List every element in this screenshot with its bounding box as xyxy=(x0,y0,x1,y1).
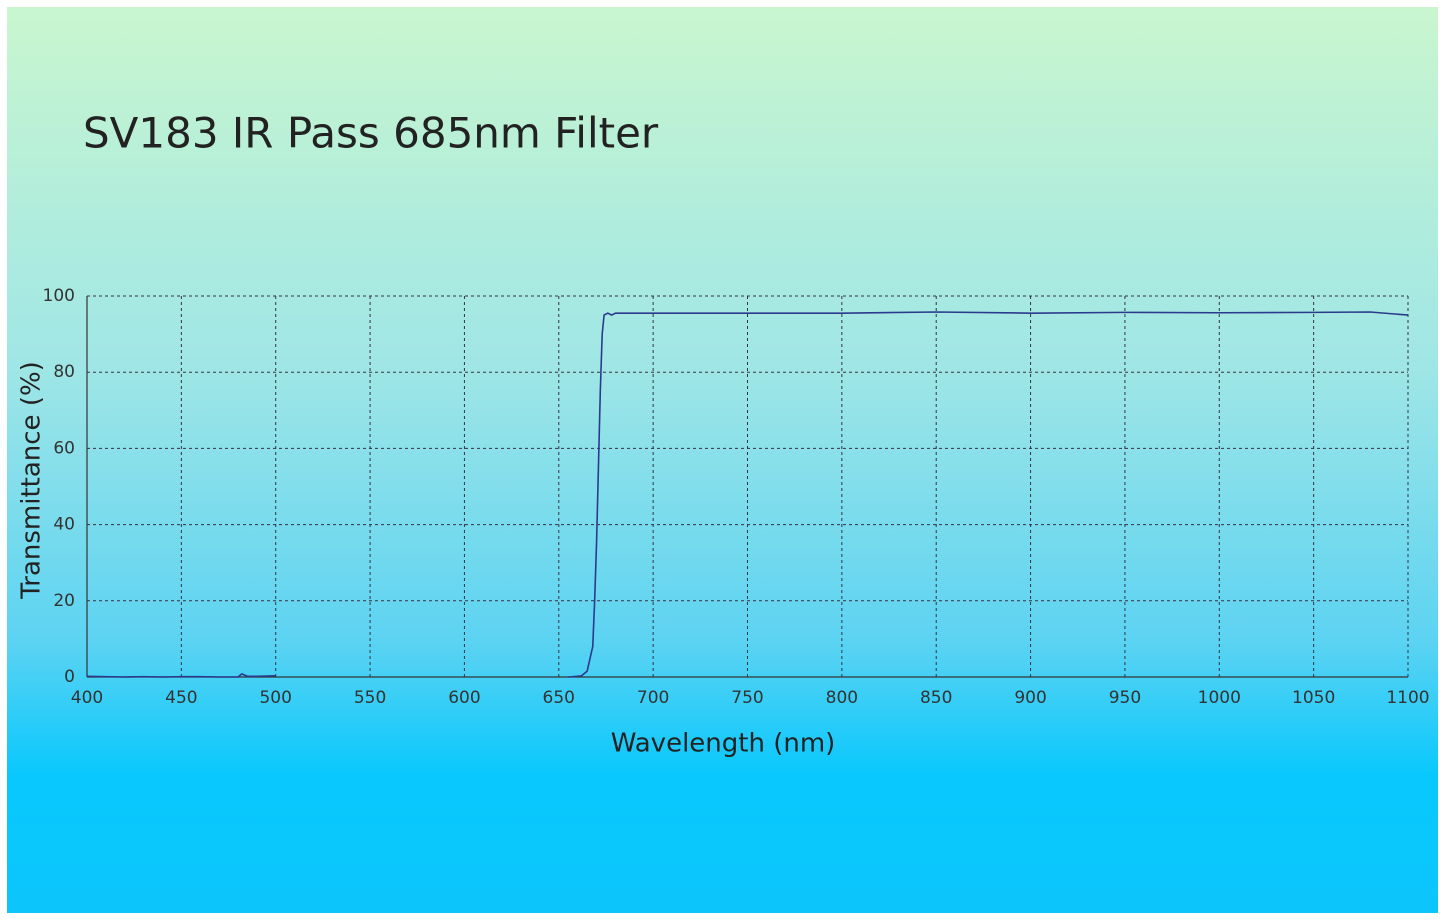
x-tick-label: 550 xyxy=(354,688,386,708)
chart-title: SV183 IR Pass 685nm Filter xyxy=(83,109,659,158)
x-tick-label: 900 xyxy=(1014,688,1046,708)
data-line xyxy=(86,311,1409,678)
y-tick-label: 80 xyxy=(53,362,75,382)
y-axis-label: Transmittance (%) xyxy=(17,361,47,600)
x-tick-label: 950 xyxy=(1109,688,1141,708)
x-tick-label: 500 xyxy=(259,688,291,708)
x-tick-label: 1050 xyxy=(1292,688,1335,708)
x-tick-label: 750 xyxy=(731,688,763,708)
x-tick-label: 1100 xyxy=(1386,688,1429,708)
x-tick-label: 400 xyxy=(71,688,103,708)
y-tick-label: 20 xyxy=(53,591,75,611)
y-tick-label: 100 xyxy=(43,286,75,306)
x-tick-label: 600 xyxy=(448,688,480,708)
background xyxy=(7,7,1438,913)
y-tick-label: 0 xyxy=(64,667,75,687)
x-tick-label: 450 xyxy=(165,688,197,708)
x-tick-label: 1000 xyxy=(1198,688,1241,708)
x-axis-label: Wavelength (nm) xyxy=(611,729,836,759)
x-tick-label: 850 xyxy=(920,688,952,708)
x-tick-label: 700 xyxy=(637,688,669,708)
y-tick-label: 40 xyxy=(53,515,75,535)
y-tick-label: 60 xyxy=(53,438,75,458)
x-tick-label: 650 xyxy=(543,688,575,708)
x-tick-label: 800 xyxy=(826,688,858,708)
